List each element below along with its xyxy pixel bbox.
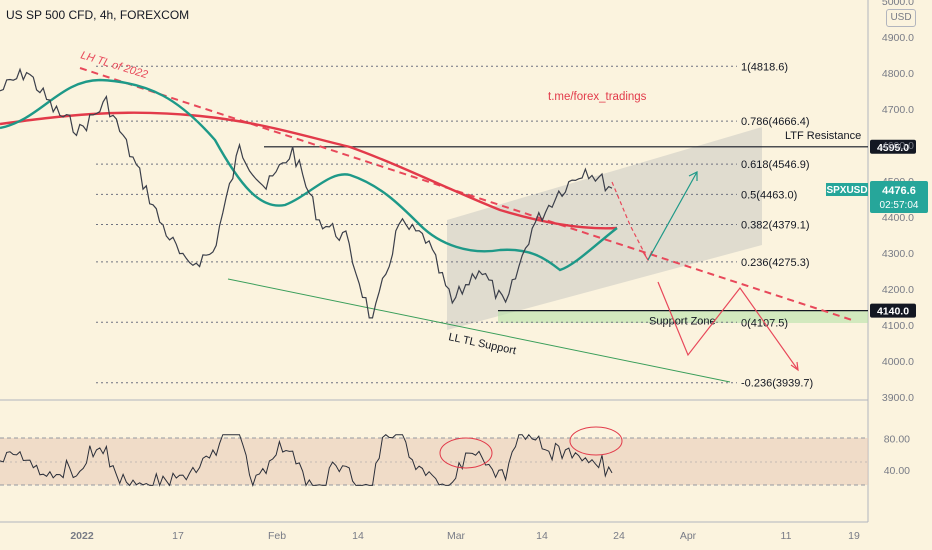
price-tick-label: 4800.0 — [882, 68, 914, 80]
time-tick-label: Mar — [447, 530, 466, 542]
watermark-link[interactable]: t.me/forex_tradings — [548, 91, 647, 103]
price-tick-label: 4000.0 — [882, 356, 914, 368]
fib-level-label: 0.618(4546.9) — [741, 159, 810, 171]
level-price-label: 4140.0 — [877, 306, 909, 318]
rsi-highlight-ellipse — [569, 426, 623, 456]
arrowhead-icon — [688, 171, 698, 181]
ema-green-line[interactable] — [0, 78, 618, 272]
rsi-axis[interactable]: 80.00 40.00 — [884, 434, 910, 477]
price-axis[interactable]: 5000.04900.04800.04700.04600.04500.04400… — [882, 0, 914, 404]
bearish-scenario-arrow[interactable] — [657, 281, 799, 371]
symbol-label: SPXUSD — [826, 185, 867, 196]
horizontal-levels[interactable]: 4595.0 LTF Resistance 4140.0 Support Zone — [264, 130, 916, 328]
time-tick-label: 14 — [352, 530, 364, 542]
last-price-badge — [870, 181, 928, 213]
price-tick-label: 4200.0 — [882, 284, 914, 296]
price-tick-label: 5000.0 — [882, 0, 914, 8]
time-tick-label: Apr — [680, 530, 697, 542]
bearish-scenario-dashed — [611, 181, 649, 261]
fibonacci-retracement[interactable]: 1(4818.6) 0.786(4666.4) 0.618(4546.9) 0.5(4… — [96, 61, 813, 390]
level-name-label: LTF Resistance — [785, 130, 861, 142]
symbol-badge — [826, 183, 868, 196]
fib-level-label: -0.236(3939.7) — [741, 378, 813, 390]
time-tick-label: 11 — [781, 530, 792, 542]
level-price-badge — [870, 139, 916, 154]
time-axis[interactable]: 2022 17 Feb 14 Mar 14 24 Apr 11 19 — [70, 530, 860, 542]
time-tick-label: 14 — [536, 530, 548, 542]
level-price-badge — [870, 303, 916, 318]
time-tick-label: Feb — [268, 530, 286, 542]
rsi-line[interactable] — [0, 433, 613, 488]
fib-level-label: 0.382(4379.1) — [741, 220, 810, 232]
currency-badge[interactable]: USD — [886, 9, 916, 27]
last-price-label: 4476.6 — [882, 185, 916, 197]
price-tick-label: 4100.0 — [882, 320, 914, 332]
ll-trendline-support[interactable] — [227, 278, 731, 383]
arrowhead-icon — [790, 361, 799, 372]
rsi-highlight-ellipse — [439, 437, 493, 469]
fib-level-label: 0.236(4275.3) — [741, 257, 810, 269]
chart-title: US SP 500 CFD, 4h, FOREXCOM — [6, 8, 190, 22]
support-zone-shade — [498, 311, 868, 323]
price-tick-label: 4600.0 — [882, 140, 914, 152]
time-tick-label: 17 — [172, 530, 184, 542]
time-tick-label: 24 — [613, 530, 625, 542]
level-price-label: 4595.0 — [877, 142, 909, 154]
price-tick-label: 4300.0 — [882, 248, 914, 260]
level-name-label: Support Zone — [649, 316, 716, 328]
ll-trendline-label: LL TL Support — [447, 331, 517, 357]
time-tick-label: 2022 — [70, 530, 94, 542]
fib-level-label: 0.786(4666.4) — [741, 116, 810, 128]
rsi-tick-label: 40.00 — [884, 465, 910, 477]
lh-trendline-2022[interactable] — [79, 67, 856, 322]
fib-level-label: 0.5(4463.0) — [741, 189, 797, 201]
price-tick-label: 4700.0 — [882, 104, 914, 116]
price-tick-label: 4900.0 — [882, 32, 914, 44]
fib-level-label: 1(4818.6) — [741, 61, 788, 73]
ema-red-line[interactable] — [0, 111, 618, 230]
countdown-label: 02:57:04 — [880, 200, 919, 211]
bullish-scenario-arrow[interactable] — [647, 171, 698, 261]
lh-trendline-label: LH TL of 2022 — [79, 49, 149, 81]
time-tick-label: 19 — [848, 530, 860, 542]
rsi-tick-label: 80.00 — [884, 434, 910, 446]
price-line[interactable] — [0, 67, 613, 319]
price-tick-label: 3900.0 — [882, 392, 914, 404]
price-tick-label: 4400.0 — [882, 212, 914, 224]
